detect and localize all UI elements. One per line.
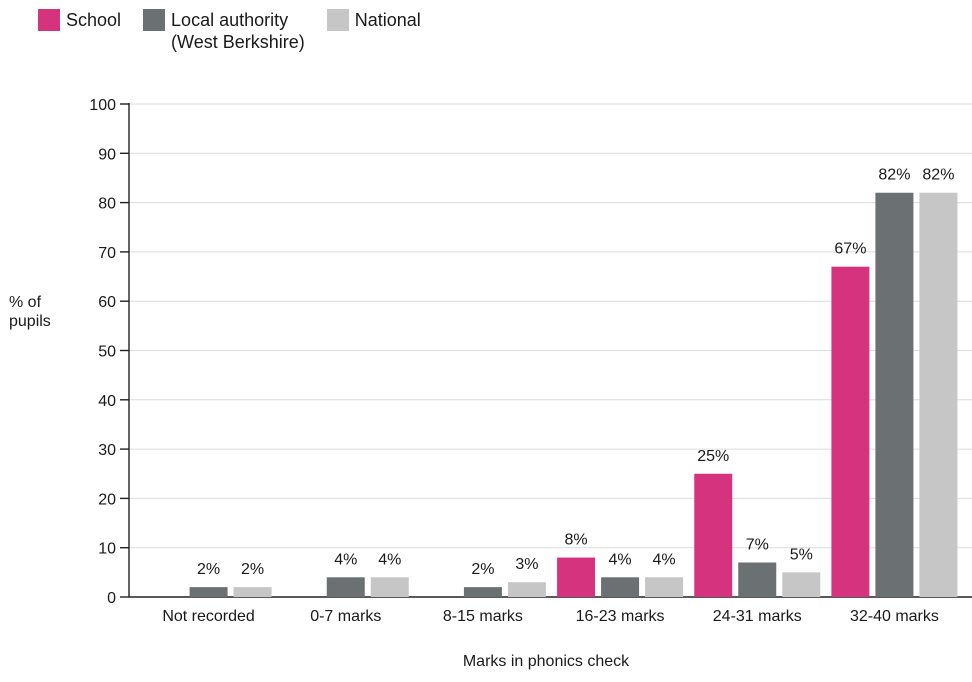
y-tick-label: 80 <box>98 196 116 213</box>
bar <box>463 587 502 597</box>
x-tick-label: Not recorded <box>162 608 255 625</box>
data-label: 5% <box>790 546 813 563</box>
data-label: 2% <box>197 561 220 578</box>
bar <box>507 582 546 597</box>
x-axis-label: Marks in phonics check <box>462 653 630 670</box>
y-tick-label: 0 <box>107 590 116 607</box>
x-tick-label: 24-31 marks <box>713 608 802 625</box>
y-tick-label: 20 <box>98 491 116 508</box>
data-label: 7% <box>746 536 769 553</box>
x-tick-label: 0-7 marks <box>310 608 381 625</box>
data-label: 4% <box>609 551 632 568</box>
data-label: 4% <box>653 551 676 568</box>
bar <box>189 587 228 597</box>
y-tick-label: 90 <box>98 146 116 163</box>
bar <box>601 577 640 597</box>
data-label: 82% <box>878 167 910 184</box>
bar <box>694 473 733 597</box>
bar <box>233 587 272 597</box>
x-tick-label: 32-40 marks <box>850 608 939 625</box>
data-label: 4% <box>334 551 357 568</box>
legend-item-school: School <box>38 9 121 53</box>
bar <box>782 572 821 597</box>
data-label: 82% <box>922 167 954 184</box>
chart-legend: School Local authority (West Berkshire) … <box>38 9 443 53</box>
data-label: 3% <box>515 556 538 573</box>
y-axis-label: % of pupils <box>9 294 51 330</box>
bar <box>645 577 684 597</box>
y-tick-label: 10 <box>98 541 116 558</box>
y-tick-label: 70 <box>98 245 116 262</box>
bar <box>557 557 596 597</box>
legend-label-national: National <box>354 10 421 30</box>
data-label: 4% <box>378 551 401 568</box>
y-tick-label: 40 <box>98 393 116 410</box>
data-label: 8% <box>565 532 588 549</box>
x-tick-label: 16-23 marks <box>576 608 665 625</box>
y-tick-label: 100 <box>89 97 116 114</box>
legend-swatch-local-authority <box>143 9 166 31</box>
bar <box>738 562 777 597</box>
legend-label-local-authority: Local authority (West Berkshire) <box>171 10 305 52</box>
x-tick-label: 8-15 marks <box>443 608 523 625</box>
data-label: 25% <box>697 448 729 465</box>
bar <box>875 192 914 598</box>
y-tick-label: 60 <box>98 294 116 311</box>
legend-item-national: National <box>326 9 421 53</box>
bar <box>370 577 409 597</box>
legend-label-school: School <box>66 10 122 30</box>
bar <box>326 577 365 597</box>
bar <box>831 266 870 597</box>
bar <box>919 192 958 598</box>
legend-swatch-national <box>326 9 349 31</box>
legend-item-local-authority: Local authority (West Berkshire) <box>143 9 305 53</box>
y-tick-label: 30 <box>98 442 116 459</box>
data-label: 2% <box>471 561 494 578</box>
data-label: 2% <box>241 561 264 578</box>
y-tick-label: 50 <box>98 344 116 361</box>
legend-swatch-school <box>38 9 60 31</box>
data-label: 67% <box>834 241 866 258</box>
